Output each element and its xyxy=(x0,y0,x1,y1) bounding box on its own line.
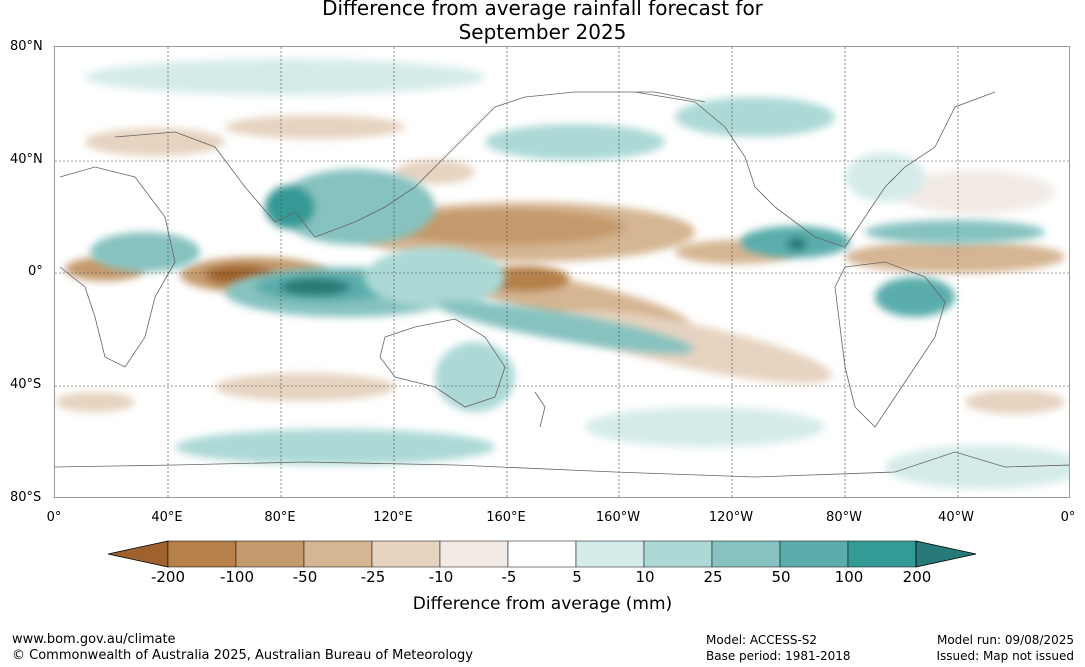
colorbar-label: Difference from average (mm) xyxy=(412,594,673,614)
title-line-2: September 2025 xyxy=(458,20,627,44)
issued-status: Issued: Map not issued xyxy=(936,649,1074,663)
colorbar-bin xyxy=(507,540,577,568)
colorbar-bin xyxy=(643,540,713,568)
colorbar-tick: -100 xyxy=(219,568,255,586)
colorbar-extend-low xyxy=(108,540,169,568)
colorbar-tick: 5 xyxy=(572,568,582,586)
base-period: Base period: 1981-2018 xyxy=(706,649,851,663)
website-link[interactable]: www.bom.gov.au/climate xyxy=(12,632,176,647)
colorbar-bin xyxy=(439,540,509,568)
colorbar-tick: -5 xyxy=(501,568,517,586)
colorbar-tick: 100 xyxy=(834,568,864,586)
rainfall-anomaly-field xyxy=(55,47,1069,497)
colorbar-tick: 200 xyxy=(902,568,932,586)
colorbar xyxy=(108,540,977,568)
colorbar-tick: -50 xyxy=(292,568,318,586)
colorbar-bin xyxy=(847,540,917,568)
map-title: Difference from average rainfall forecas… xyxy=(0,0,1085,44)
model-name: Model: ACCESS-S2 xyxy=(706,633,818,647)
colorbar-bin xyxy=(371,540,441,568)
rainfall-map xyxy=(54,46,1070,498)
lon-label-80e: 80°E xyxy=(264,510,296,525)
colorbar-bin xyxy=(575,540,645,568)
lon-label-40e: 40°E xyxy=(151,510,183,525)
lat-label-80s: 80°S xyxy=(10,490,42,505)
model-run-date: Model run: 09/08/2025 xyxy=(936,633,1074,647)
colorbar-tick: 10 xyxy=(635,568,655,586)
copyright-notice: © Commonwealth of Australia 2025, Austra… xyxy=(12,648,473,663)
colorbar-bin xyxy=(303,540,373,568)
lon-label-40w: 40°W xyxy=(938,510,974,525)
colorbar-tick: 50 xyxy=(771,568,791,586)
colorbar-bin xyxy=(235,540,305,568)
lat-label-equator: 0° xyxy=(28,264,43,279)
lon-label-120e: 120°E xyxy=(373,510,413,525)
lat-label-40n: 40°N xyxy=(10,152,43,167)
lon-label-160w: 160°W xyxy=(595,510,641,525)
colorbar-tick: -25 xyxy=(360,568,386,586)
graticule xyxy=(55,47,1069,497)
colorbar-bin xyxy=(167,540,237,568)
colorbar-tick: -10 xyxy=(428,568,454,586)
title-line-1: Difference from average rainfall forecas… xyxy=(322,0,763,20)
lon-label-0-east: 0° xyxy=(1060,510,1076,525)
colorbar-extend-high xyxy=(915,540,977,568)
lon-label-160e: 160°E xyxy=(486,510,526,525)
colorbar-bin xyxy=(779,540,849,568)
lon-label-0: 0° xyxy=(46,510,62,525)
colorbar-tick: 25 xyxy=(703,568,723,586)
colorbar-tick: -200 xyxy=(150,568,186,586)
lat-label-40s: 40°S xyxy=(10,377,42,392)
coastlines xyxy=(55,91,1069,478)
lon-label-120w: 120°W xyxy=(708,510,754,525)
wetter-regions xyxy=(85,59,1069,489)
lat-label-80n: 80°N xyxy=(10,39,43,54)
colorbar-bin xyxy=(711,540,781,568)
lon-label-80w: 80°W xyxy=(826,510,862,525)
